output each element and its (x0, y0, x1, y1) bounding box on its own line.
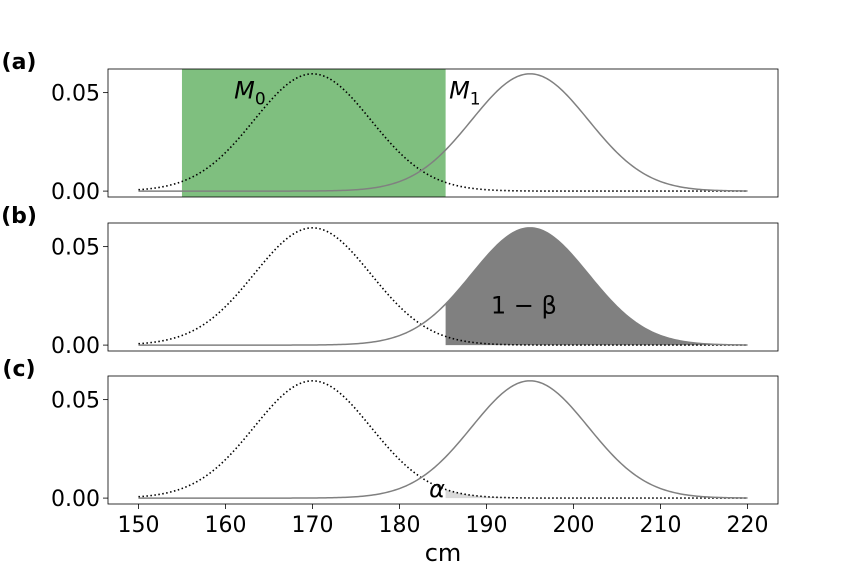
panel-label: (a) (2, 50, 37, 75)
xtick-label: 150 (117, 513, 159, 538)
panel-label: (b) (1, 204, 37, 229)
annotation-M1: M1 (449, 77, 481, 110)
axes-frame (107, 68, 779, 198)
shaded-area-M0 (445, 489, 748, 499)
ytick-label: 0.05 (51, 389, 100, 414)
ytick-label: 0.05 (51, 236, 100, 261)
panel-a: 0.000.05(a)M0 M1 (2, 50, 779, 205)
annotation-alpha: α (429, 475, 445, 503)
x-axis-label: cm (425, 539, 462, 567)
series-M1-curve (138, 73, 748, 192)
xtick-label: 220 (727, 513, 769, 538)
axes-frame (107, 375, 779, 505)
xtick-label: 200 (553, 513, 595, 538)
ytick-label: 0.00 (51, 487, 100, 512)
panel-b: 0.00 0.05 (b) 1 − β (1, 204, 779, 359)
xtick-label: 210 (640, 513, 682, 538)
ytick-label: 0.00 (51, 180, 100, 205)
xtick-label: 170 (291, 513, 333, 538)
series-M1-curve (138, 227, 748, 346)
xtick-label: 190 (466, 513, 508, 538)
xtick-label: 160 (204, 513, 246, 538)
xtick-label: 180 (378, 513, 420, 538)
acceptance-region (181, 69, 446, 197)
axes-frame (107, 222, 779, 352)
panel-c: 0.00 0.05 150 160 170 180 190 200 210 220 cm (c) α (2, 357, 779, 567)
ytick-label: 0.00 (51, 334, 100, 359)
annotation-power: 1 − β (491, 292, 557, 320)
panel-label: (c) (2, 357, 35, 382)
series-M0-curve (138, 227, 748, 346)
ytick-label: 0.05 (51, 82, 100, 107)
series-M1-curve (138, 380, 748, 499)
shaded-area-M1 (445, 227, 748, 346)
